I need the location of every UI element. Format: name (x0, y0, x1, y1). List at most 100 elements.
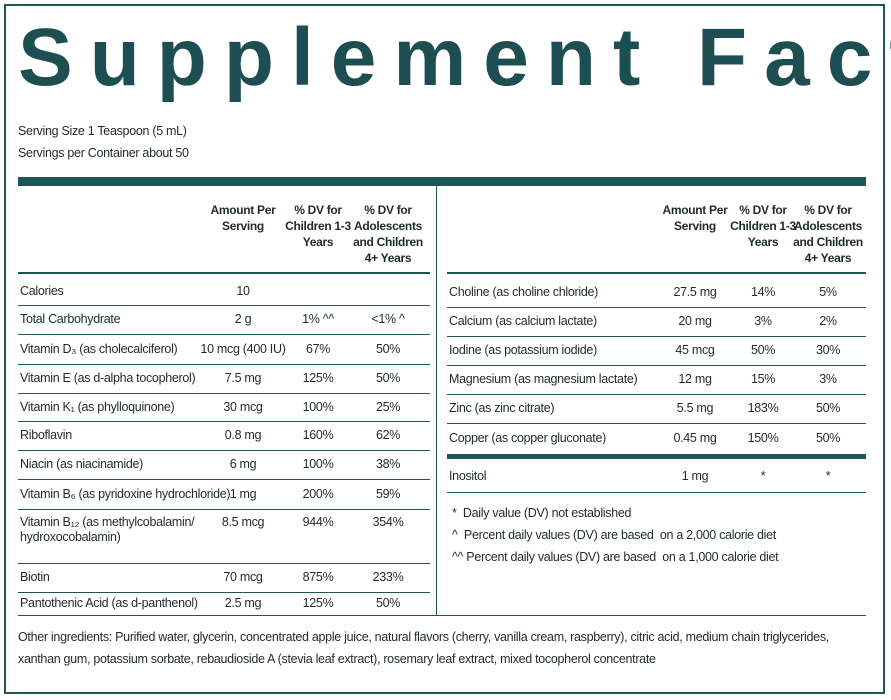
cell-value: 50% (375, 371, 401, 385)
title: Supplement Facts (18, 12, 891, 103)
column-header: % DV for Children 1-3 Years (285, 203, 351, 249)
footnote: ^^ Percent daily values (DV) are based o… (452, 550, 779, 564)
column-header: Amount Per Serving (210, 203, 276, 233)
nutrient-name: Riboflavin (20, 428, 72, 442)
column-header: % DV for Adolescents and Children 4+ Yea… (353, 203, 423, 265)
column-header: Amount Per Serving (662, 203, 728, 233)
cell-value: 25% (375, 399, 401, 414)
cell-value: 100% (302, 399, 334, 414)
nutrient-name: Copper (as copper gluconate) (449, 431, 606, 445)
cell-value: 8.5 mcg (221, 515, 265, 529)
cell-value: * (760, 469, 766, 483)
cell-value: * (825, 469, 831, 483)
nutrient-name: Biotin (20, 570, 50, 584)
other-ingredients: Other ingredients: Purified water, glyce… (18, 630, 829, 666)
cell-value: 50% (815, 431, 841, 445)
cell-value: 10 (236, 284, 250, 298)
cell-value: 7.5 mg (224, 371, 262, 385)
nutrient-name: Vitamin B₆ (as pyridoxine hydrochloride) (20, 486, 231, 501)
row-rule (447, 307, 866, 308)
thick-rule (447, 454, 866, 459)
cell-value: 183% (747, 401, 779, 415)
nutrient-name: Vitamin D₃ (as cholecalciferol) (20, 341, 178, 356)
cell-value: <1% ^ (371, 312, 405, 326)
nutrient-name: Vitamin E (as d-alpha tocopherol) (20, 371, 196, 385)
frame (4, 4, 885, 694)
nutrient-name: Vitamin K₁ (as phylloquinone) (20, 399, 175, 414)
cell-value: 59% (375, 486, 401, 501)
header-rule (18, 272, 430, 274)
nutrient-name: Total Carbohydrate (20, 312, 121, 326)
row-rule (18, 479, 430, 480)
cell-value: 12 mg (678, 372, 712, 386)
cell-value: 45 mcg (675, 343, 715, 357)
row-rule (18, 615, 430, 616)
cell-value: 3% (819, 372, 837, 386)
bottom-rule (18, 615, 866, 616)
cell-value: 125% (302, 371, 334, 385)
cell-value: 1 mg (229, 486, 257, 501)
row-rule (18, 393, 430, 394)
cell-value: 50% (375, 341, 401, 356)
cell-value: 125% (302, 596, 334, 610)
nutrient-name: Zinc (as zinc citrate) (449, 401, 555, 415)
row-rule (447, 365, 866, 366)
cell-value: 5% (819, 285, 837, 299)
cell-value: 30 mcg (223, 399, 263, 414)
nutrient-name: Vitamin B₁₂ (as methylcobalamin/ hydroxo… (20, 515, 195, 544)
cell-value: 10 mcg (400 IU) (200, 341, 286, 356)
cell-value: 1% ^^ (302, 312, 334, 326)
cell-value: 1 mg (681, 469, 709, 483)
cell-value: 2.5 mg (224, 596, 262, 610)
cell-value: 875% (302, 570, 334, 584)
cell-value: 3% (754, 314, 772, 328)
footnote: ^ Percent daily values (DV) are based on… (452, 528, 776, 542)
nutrient-name: Niacin (as niacinamide) (20, 457, 144, 471)
cell-value: 30% (815, 343, 841, 357)
nutrient-name: Iodine (as potassium iodide) (449, 343, 597, 357)
cell-value: 62% (375, 428, 401, 442)
row-rule (18, 421, 430, 422)
cell-value: 100% (302, 457, 334, 471)
nutrient-name: Choline (as choline chloride) (449, 285, 599, 299)
cell-value: 38% (375, 457, 401, 471)
row-rule (18, 592, 430, 593)
serving-size: Serving Size 1 Teaspoon (5 mL) (18, 124, 187, 138)
row-rule (18, 305, 430, 306)
row-rule (447, 336, 866, 337)
nutrient-name: Pantothenic Acid (as d-panthenol) (20, 596, 198, 610)
cell-value: 50% (750, 343, 776, 357)
cell-value: 160% (302, 428, 334, 442)
nutrient-name: Calories (20, 284, 64, 298)
row-rule (447, 492, 866, 493)
cell-value: 5.5 mg (676, 401, 714, 415)
row-rule (18, 509, 430, 510)
footnote: * Daily value (DV) not established (452, 506, 632, 520)
cell-value: 0.45 mg (673, 431, 717, 445)
cell-value: 2 g (234, 312, 252, 326)
row-rule (18, 450, 430, 451)
column-header: % DV for Children 1-3 Years (730, 203, 796, 249)
cell-value: 50% (815, 401, 841, 415)
header-rule (447, 272, 866, 274)
cell-value: 2% (819, 314, 837, 328)
cell-value: 0.8 mg (224, 428, 262, 442)
cell-value: 200% (302, 486, 334, 501)
cell-value: 6 mg (229, 457, 257, 471)
cell-value: 70 mcg (223, 570, 263, 584)
cell-value: 944% (302, 515, 334, 529)
row-rule (18, 364, 430, 365)
cell-value: 15% (750, 372, 776, 386)
nutrient-name: Magnesium (as magnesium lactate) (449, 372, 638, 386)
cell-value: 354% (372, 515, 404, 529)
cell-value: 67% (305, 341, 331, 356)
cell-value: 233% (372, 570, 404, 584)
column-header: % DV for Adolescents and Children 4+ Yea… (793, 203, 863, 265)
column-divider (436, 186, 437, 615)
cell-value: 150% (747, 431, 779, 445)
nutrient-name: Inositol (449, 469, 487, 483)
cell-value: 14% (750, 285, 776, 299)
row-rule (18, 334, 430, 335)
row-rule (447, 394, 866, 395)
